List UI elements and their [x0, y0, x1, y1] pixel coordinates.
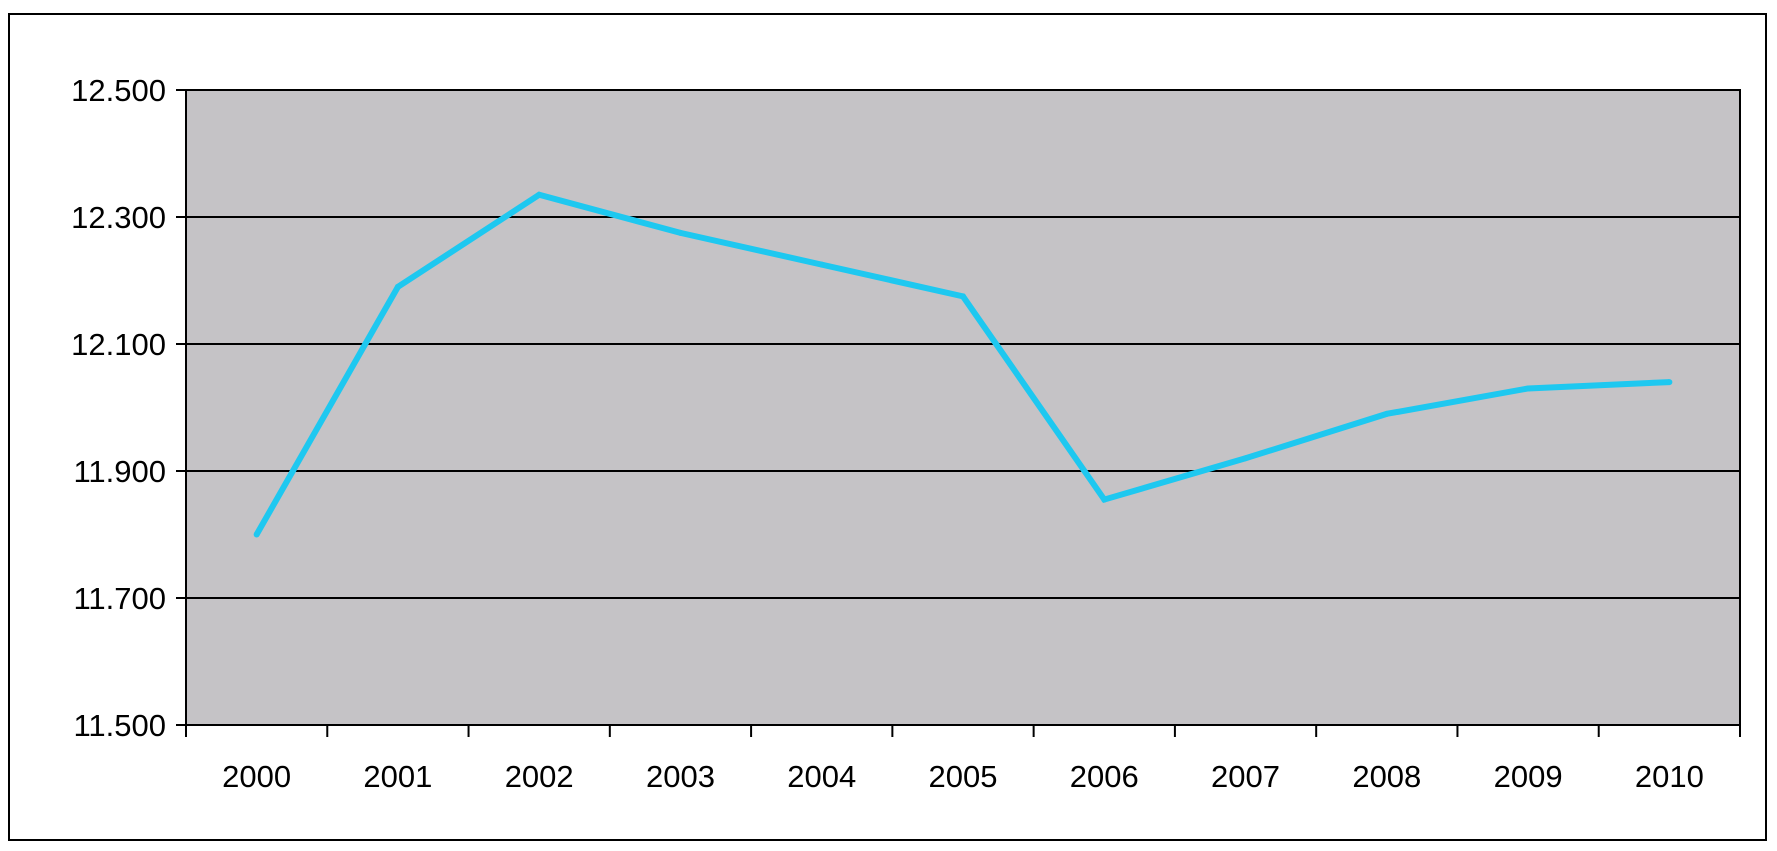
- data-point: [1525, 385, 1532, 392]
- x-tick-label: 2001: [363, 759, 432, 794]
- data-point: [1101, 496, 1108, 503]
- y-tick-label: 12.100: [71, 327, 166, 362]
- plot-area: [185, 89, 1741, 726]
- x-tick-label: 2009: [1494, 759, 1563, 794]
- x-tick-label: 2004: [787, 759, 856, 794]
- x-tick-label: 2002: [505, 759, 574, 794]
- data-point: [394, 283, 401, 290]
- x-axis: 2000 2001 2002 2003 2004 2005 2006 2007 2008 2009…: [185, 724, 1741, 794]
- x-tick-label: 2006: [1070, 759, 1139, 794]
- x-tick-label: 2007: [1211, 759, 1280, 794]
- y-axis: 11.500 11.700 11.900 12.100 12.300 12.500: [71, 73, 187, 743]
- y-tick-label: 12.500: [71, 73, 166, 108]
- data-point: [253, 531, 260, 538]
- data-point: [1242, 455, 1249, 462]
- gridlines: [186, 89, 1740, 599]
- x-tick-label: 2008: [1352, 759, 1421, 794]
- y-tick-label: 11.500: [73, 708, 166, 743]
- x-tick-label: 2010: [1635, 759, 1704, 794]
- data-point: [536, 191, 543, 198]
- y-tick-label: 11.900: [73, 454, 166, 489]
- x-tick-label: 2000: [222, 759, 291, 794]
- y-tick-label: 11.700: [73, 581, 166, 616]
- x-tick-label: 2005: [929, 759, 998, 794]
- series-group: [253, 191, 1673, 538]
- data-point: [1383, 410, 1390, 417]
- data-point: [1666, 379, 1673, 386]
- x-tick-label: 2003: [646, 759, 715, 794]
- data-point: [677, 229, 684, 236]
- data-point: [818, 261, 825, 268]
- data-point: [960, 293, 966, 300]
- y-tick-label: 12.300: [71, 200, 166, 235]
